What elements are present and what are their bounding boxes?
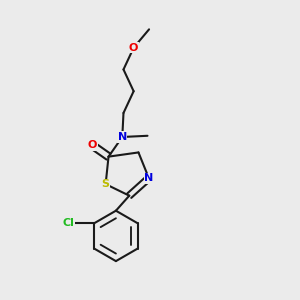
Text: S: S — [102, 179, 110, 189]
Text: N: N — [118, 132, 127, 142]
Text: Cl: Cl — [63, 218, 75, 228]
Text: O: O — [88, 140, 97, 150]
Text: O: O — [129, 43, 138, 53]
Text: N: N — [144, 173, 154, 183]
